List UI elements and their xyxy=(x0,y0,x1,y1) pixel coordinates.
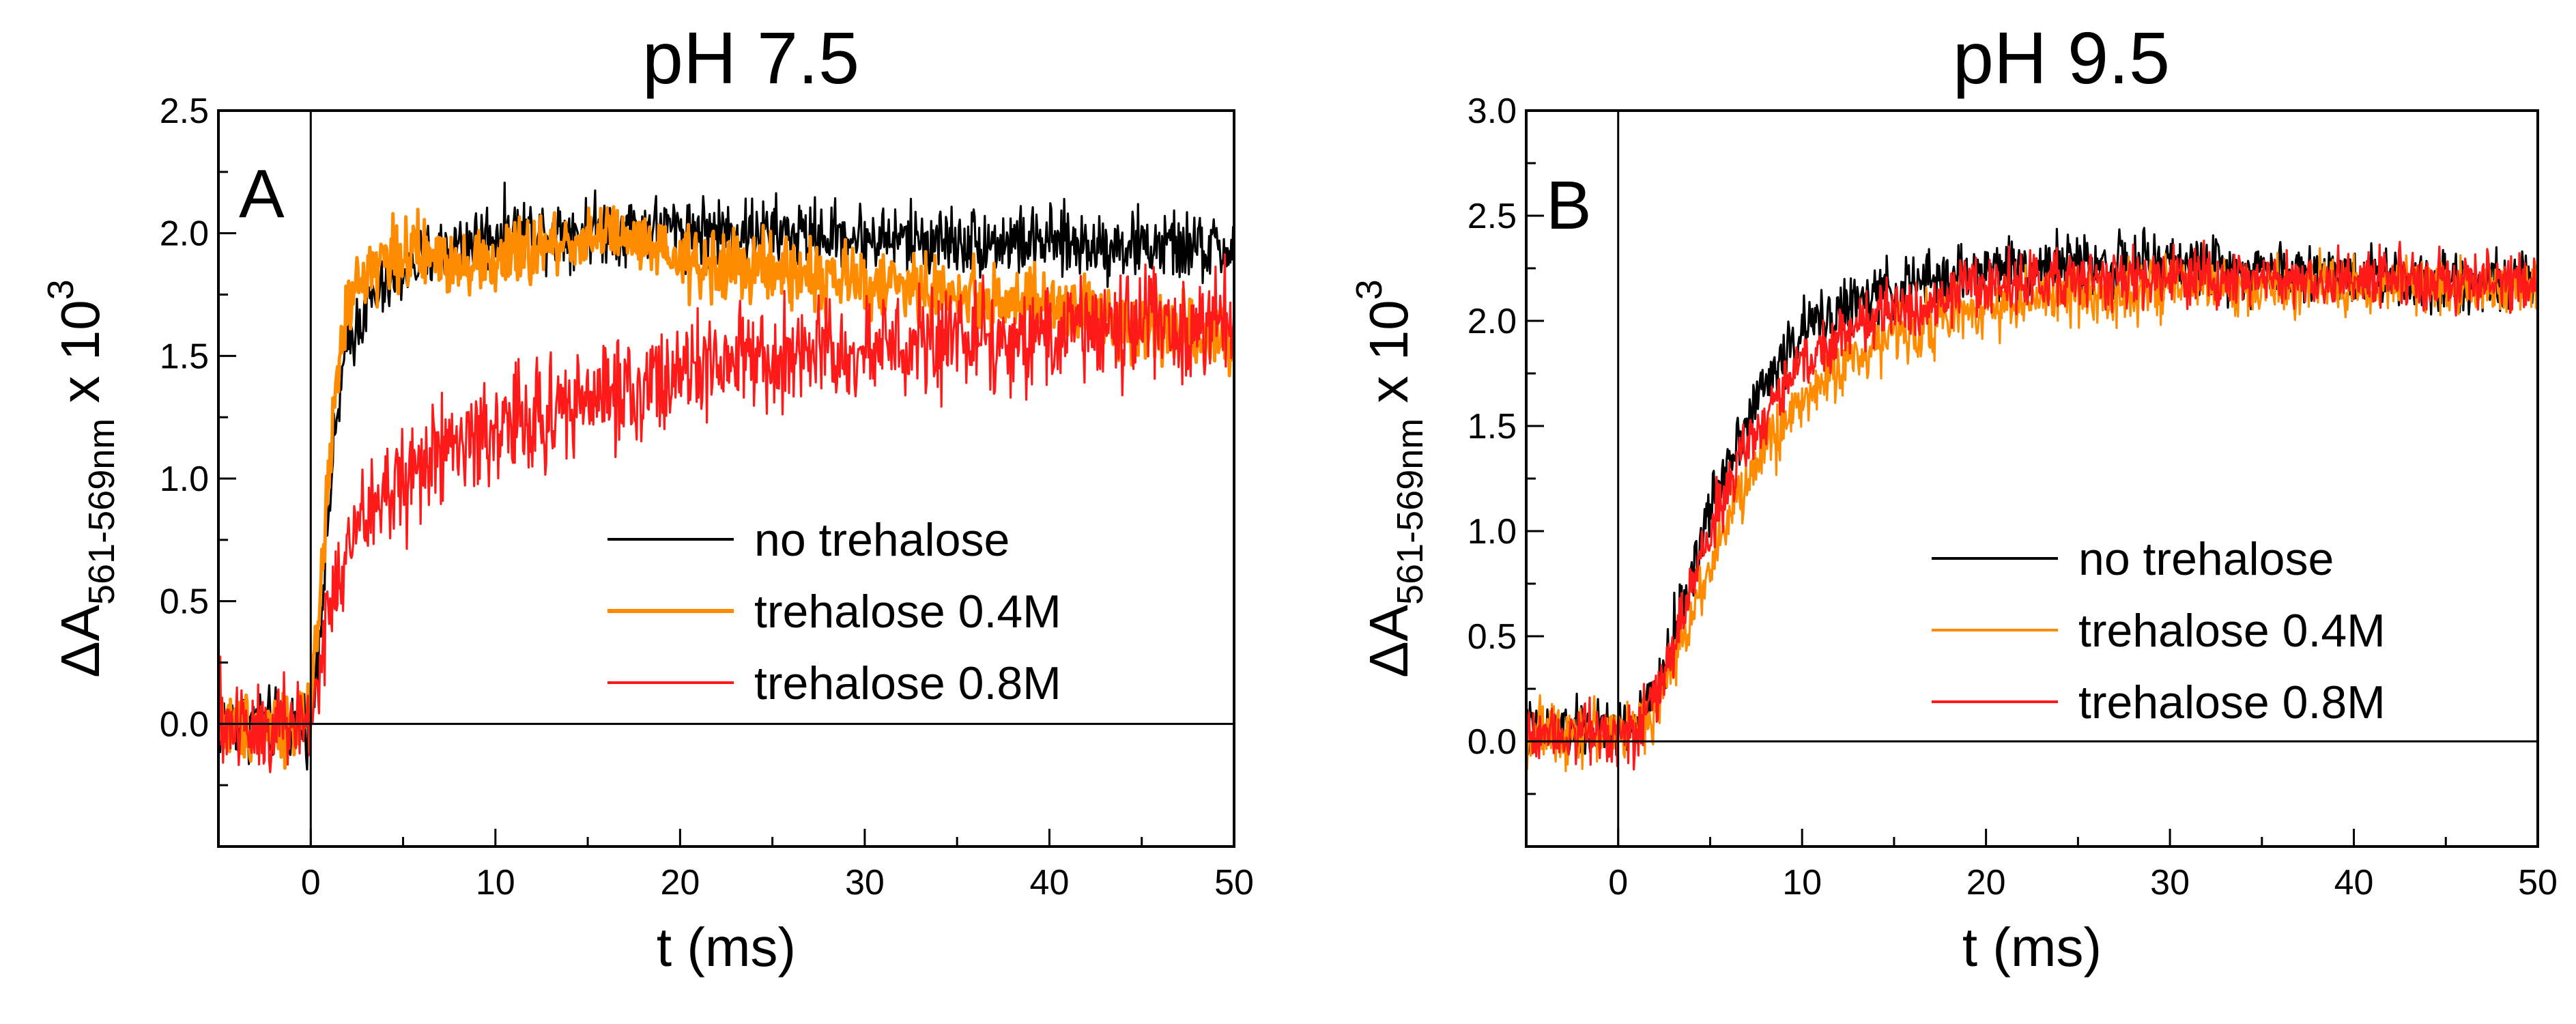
series-group xyxy=(218,182,1234,773)
y-tick-label: 2.5 xyxy=(160,91,209,131)
y-tick-label: 2.0 xyxy=(1468,302,1517,341)
y-tick-label: 2.0 xyxy=(160,214,209,254)
y-tick-label: 0.0 xyxy=(1468,722,1517,762)
panel-title: pH 7.5 xyxy=(642,16,859,99)
y-axis-label-superscript: 3 xyxy=(40,279,81,300)
series-line-trehalose-0-4m xyxy=(1526,247,2538,773)
y-axis-label-subscript: 561-569nm xyxy=(1390,418,1431,605)
x-tick-label: 40 xyxy=(2334,863,2374,902)
y-tick-label: 3.0 xyxy=(1468,91,1517,131)
y-tick-label: 1.5 xyxy=(1468,407,1517,446)
y-tick-label: 0.5 xyxy=(1468,617,1517,657)
legend-label: trehalose 0.8M xyxy=(2078,677,2386,728)
x-tick-label: 20 xyxy=(1966,863,2006,902)
y-tick-label: 1.0 xyxy=(1468,512,1517,552)
series-line-trehalose-0-8m xyxy=(218,253,1234,773)
y-axis-label: ΔA561-569nm x 103 xyxy=(1349,279,1431,677)
y-axis-label: ΔA561-569nm x 103 xyxy=(40,279,122,677)
y-tick-label: 1.5 xyxy=(160,337,209,376)
x-tick-label: 30 xyxy=(845,863,885,902)
x-tick-label: 50 xyxy=(2518,863,2558,902)
panel-letter: B xyxy=(1546,167,1592,244)
legend-label: trehalose 0.4M xyxy=(2078,605,2386,657)
panel-letter: A xyxy=(239,156,285,232)
x-tick-label: 40 xyxy=(1030,863,1070,902)
y-axis-label-suffix: x 10 xyxy=(50,300,111,418)
y-tick-label: 0.5 xyxy=(160,582,209,622)
x-tick-label: 0 xyxy=(1608,863,1628,902)
x-tick-label: 10 xyxy=(476,863,515,902)
legend-label: no trehalose xyxy=(2078,533,2334,585)
y-axis-label-suffix: x 10 xyxy=(1358,300,1419,418)
x-tick-label: 0 xyxy=(301,863,321,902)
x-tick-label: 30 xyxy=(2150,863,2190,902)
legend-label: trehalose 0.4M xyxy=(754,586,1061,638)
y-axis-label-symbol: ΔA xyxy=(50,604,111,677)
y-axis-label-superscript: 3 xyxy=(1349,279,1390,300)
x-tick-label: 50 xyxy=(1214,863,1254,902)
panel-title: pH 9.5 xyxy=(1953,16,2170,99)
panel-b: 0 10 20 30 40 50 0.0 0.5 1.0 1.5 2.0 2.5 3.0 pH 9.5 Bt… xyxy=(1349,16,2558,978)
legend-label: trehalose 0.8M xyxy=(754,657,1061,709)
panel-a: 0 10 20 30 40 50 0.0 0.5 1.0 1.5 2.0 2.5 pH 7.5 At (m… xyxy=(40,16,1254,978)
y-tick-label: 0.0 xyxy=(160,705,209,744)
x-axis-label: t (ms) xyxy=(657,917,796,978)
y-tick-label: 1.0 xyxy=(160,459,209,499)
x-tick-label: 10 xyxy=(1782,863,1822,902)
plot-frame xyxy=(1525,109,2539,848)
y-axis-label-subscript: 561-569nm xyxy=(81,418,122,605)
series-group xyxy=(1526,227,2538,773)
series-line-trehalose-0-8m xyxy=(1526,240,2538,771)
x-tick-label: 20 xyxy=(660,863,700,902)
y-tick-label: 2.5 xyxy=(1468,197,1517,236)
x-axis-label: t (ms) xyxy=(1962,917,2102,978)
legend-label: no trehalose xyxy=(754,514,1010,566)
y-axis-label-symbol: ΔA xyxy=(1358,604,1419,677)
